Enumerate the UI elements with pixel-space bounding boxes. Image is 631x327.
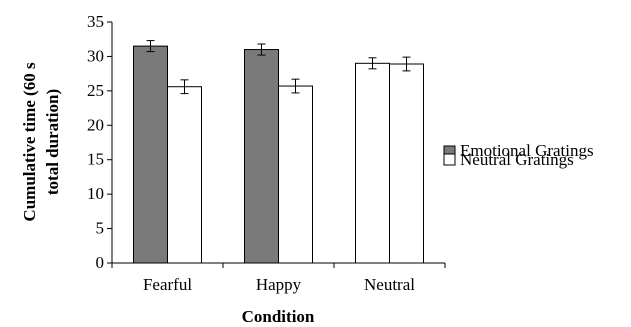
bars [133,45,424,264]
y-axis-title-line-1: Cumulative time (60 s [20,62,39,222]
bar-happy-neutral-gratings [278,85,313,264]
legend-swatch-neutral-gratings [443,153,456,166]
error-bars [146,40,411,95]
y-axis-title-line-2: total duration) [43,89,62,195]
y-tick-label: 35 [87,12,104,31]
category-labels: Fearful Happy Neutral [143,275,415,294]
y-tick-label: 15 [87,150,104,169]
y-ticks: 0 5 10 15 20 25 30 35 [87,12,112,272]
error-bar-fearful-neutral-gratings [180,79,189,95]
bar-happy-emotional-gratings [244,49,279,264]
error-bar-fearful-emotional-gratings [146,40,155,53]
y-tick-label: 30 [87,46,104,65]
y-tick-label: 5 [96,219,105,238]
bar-neutral-emotional-gratings [355,62,390,264]
legend-label-emotional-gratings: Emotional Gratings [460,141,594,160]
error-bar-neutral-neutral-gratings [402,56,411,72]
error-bar-happy-neutral-gratings [291,78,300,94]
category-label-neutral: Neutral [364,275,415,294]
category-label-fearful: Fearful [143,275,192,294]
error-bar-neutral-emotional-gratings [368,57,377,70]
bar-fearful-neutral-gratings [167,86,202,264]
category-label-happy: Happy [256,275,302,294]
error-bar-happy-emotional-gratings [257,43,266,56]
y-tick-label: 20 [87,115,104,134]
bar-fearful-emotional-gratings [133,45,168,264]
x-ticks [111,263,446,268]
legend-label-neutral-gratings: Neutral Gratings [460,150,574,169]
bar-neutral-neutral-gratings [389,63,424,264]
y-tick-label: 0 [96,253,105,272]
legend: Emotional Gratings Neutral Gratings [443,141,594,169]
x-axis-title: Condition [242,307,315,326]
y-tick-label: 10 [87,184,104,203]
y-tick-label: 25 [87,81,104,100]
